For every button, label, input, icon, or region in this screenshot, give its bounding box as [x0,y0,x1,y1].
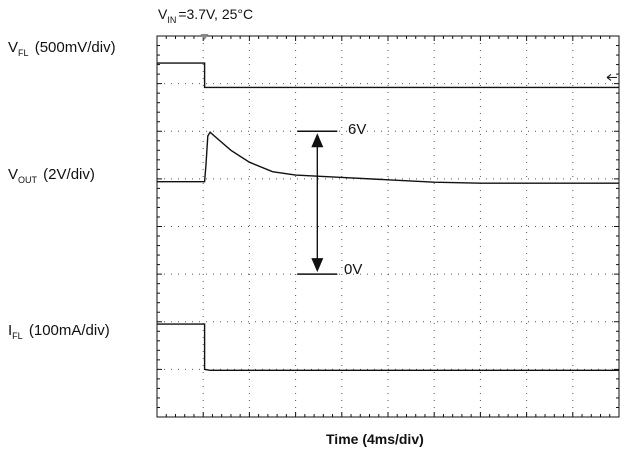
marker-arrow-up [311,133,324,148]
marker-label-bottom: 0V [344,261,363,278]
trace-i-fl [157,323,619,371]
trace-v-fl [157,62,619,89]
trigger-marker [200,34,209,40]
x-axis-label: Time (4ms/div) [326,431,424,447]
trace-v-out [157,131,619,184]
channel-label-vout: VOUT (2V/div) [8,166,95,185]
trace-level-arrow-head [606,74,612,81]
test-conditions: VIN =3.7V, 25°C [158,6,254,25]
marker-arrow-down [311,258,324,273]
channel-label-ifl: IFL (100mA/div) [8,322,110,341]
channel-label-vfl: VFL (500mV/div) [8,39,116,58]
marker-label-top: 6V [348,121,367,138]
